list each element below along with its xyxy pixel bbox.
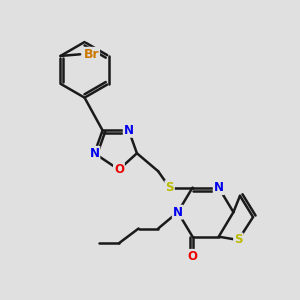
Text: N: N bbox=[214, 181, 224, 194]
Text: N: N bbox=[89, 147, 99, 160]
Text: S: S bbox=[165, 181, 174, 194]
Text: Br: Br bbox=[83, 48, 99, 61]
Text: O: O bbox=[188, 250, 197, 263]
Text: S: S bbox=[234, 233, 243, 247]
Text: N: N bbox=[173, 206, 183, 219]
Text: O: O bbox=[114, 163, 124, 176]
Text: N: N bbox=[124, 124, 134, 137]
